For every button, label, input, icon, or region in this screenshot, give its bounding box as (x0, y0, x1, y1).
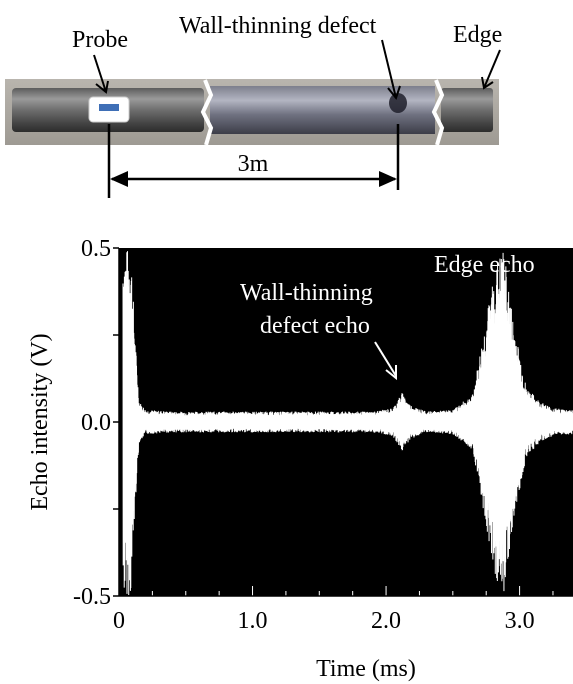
x-ticks: 0 1.0 2.0 3.0 (113, 586, 554, 634)
edge-pointer-head (481, 76, 494, 90)
echo-trace (122, 251, 573, 596)
echo-chart: 0 1.0 2.0 3.0 -0.5 0.0 0.5 Wall-thinning defe… (27, 236, 573, 682)
defect-pointer (381, 39, 397, 99)
dimension-arrow-head-left (110, 171, 128, 187)
edge-pointer (483, 49, 501, 89)
y-ticks: -0.5 0.0 0.5 (73, 236, 119, 610)
y-tick-label: -0.5 (73, 584, 111, 610)
pipe-right-section (441, 88, 493, 132)
x-tick-label: 3.0 (505, 608, 535, 634)
dimension-arrow-head-right (379, 171, 397, 187)
x-tick-label: 0 (113, 608, 125, 634)
defect-echo-pointer-head (385, 365, 397, 381)
edge-label: Edge (453, 22, 502, 48)
pipe-photo (5, 79, 499, 146)
probe-pointer (93, 54, 107, 93)
probe-sensor (99, 104, 119, 111)
break-mark-left (200, 79, 214, 146)
defect-spot (389, 93, 407, 113)
defect-echo-pointer (374, 341, 397, 377)
y-axis-label: Echo intensity (V) (27, 333, 53, 510)
probe-label: Probe (72, 27, 128, 53)
defect-label: Wall-thinning defect (179, 13, 377, 39)
defect-echo-annotation-line1: Wall-thinning (240, 280, 373, 306)
break-mark-right (431, 79, 445, 146)
x-axis-label: Time (ms) (316, 656, 416, 682)
defect-pointer-head (387, 85, 401, 101)
probe-pointer-head (95, 80, 109, 94)
defect-echo-annotation-line2: defect echo (260, 313, 370, 339)
y-tick-label: 0.5 (81, 236, 111, 262)
y-tick-label: 0.0 (81, 410, 111, 436)
x-tick-label: 1.0 (238, 608, 268, 634)
edge-echo-annotation: Edge echo (434, 252, 535, 278)
distance-label: 3m (238, 151, 269, 177)
x-tick-label: 2.0 (371, 608, 401, 634)
